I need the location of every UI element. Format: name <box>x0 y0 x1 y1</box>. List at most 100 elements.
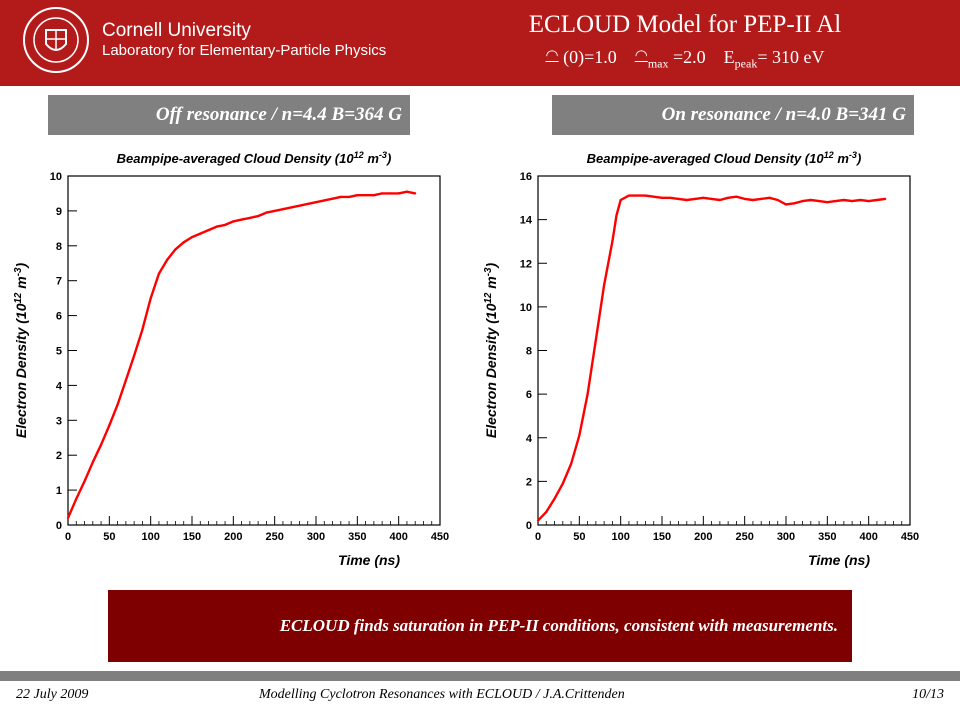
y-tick-label: 1 <box>56 485 62 497</box>
x-tick-label: 200 <box>694 531 712 543</box>
data-point <box>414 192 417 195</box>
x-tick-label: 150 <box>183 531 201 543</box>
data-point <box>669 196 672 199</box>
data-point <box>265 211 268 214</box>
x-tick-label: 450 <box>431 531 449 543</box>
data-point <box>257 215 260 218</box>
y-tick-label: 16 <box>520 171 532 183</box>
y-tick-label: 0 <box>56 520 62 532</box>
cornell-seal-logo <box>23 7 89 73</box>
y-tick-label: 12 <box>520 258 532 270</box>
data-point <box>372 194 375 197</box>
x-tick-label: 250 <box>735 531 753 543</box>
y-axis-label: Electron Density (1012 m-3) <box>13 263 30 439</box>
data-point <box>306 202 309 205</box>
data-point <box>578 434 581 437</box>
data-point <box>75 497 78 500</box>
data-point <box>108 424 111 427</box>
on-resonance-chart: 0 50 100 150 200 250 300 350 400 450 0 2 4 6 8 10 12 14 16… <box>483 150 920 568</box>
data-point <box>339 195 342 198</box>
data-point <box>718 198 721 202</box>
delta-symbol-icon: ◠ <box>545 48 559 64</box>
y-tick-label: 8 <box>526 346 532 358</box>
y-tick-label: 10 <box>520 302 532 314</box>
data-point <box>834 200 837 203</box>
x-tick-label: 400 <box>859 531 877 543</box>
x-tick-label: 300 <box>307 531 325 543</box>
epeak-prefix: E <box>723 47 735 67</box>
data-point <box>240 218 243 221</box>
data-point <box>809 198 812 202</box>
data-point <box>83 480 86 483</box>
data-point <box>314 201 318 204</box>
data-point <box>818 200 821 203</box>
data-point <box>677 197 680 200</box>
y-tick-label: 14 <box>520 215 533 227</box>
deltamax-value: =2.0 <box>673 47 706 67</box>
data-point <box>182 241 185 244</box>
data-point <box>290 206 293 209</box>
page-number: 10/13 <box>912 687 944 702</box>
data-point <box>627 194 630 197</box>
data-point <box>348 195 351 198</box>
x-tick-label: 150 <box>653 531 671 543</box>
data-point <box>381 192 384 195</box>
x-tick-label: 300 <box>777 531 795 543</box>
data-point <box>273 209 276 212</box>
data-point <box>133 354 136 357</box>
data-point <box>636 194 639 197</box>
right-panel-label: On resonance / n=4.0 B=341 G <box>552 95 914 135</box>
data-point <box>760 197 763 200</box>
y-tick-label: 7 <box>56 276 62 288</box>
deltamax-subscript: max <box>647 56 669 71</box>
x-tick-label: 0 <box>535 531 541 543</box>
data-point <box>224 223 227 226</box>
data-point <box>694 197 697 200</box>
data-point <box>190 236 194 239</box>
data-point <box>356 194 359 197</box>
delta-symbol-icon: ◠ <box>634 48 648 64</box>
data-point <box>784 203 788 206</box>
data-point <box>149 297 152 300</box>
x-tick-label: 50 <box>103 531 115 543</box>
data-point <box>884 197 887 200</box>
slide-title: ECLOUD Model for PEP-II Al <box>528 11 842 38</box>
data-point <box>199 232 202 235</box>
data-point <box>545 510 548 513</box>
data-point <box>851 200 854 203</box>
x-tick-label: 450 <box>901 531 919 543</box>
x-tick-label: 350 <box>818 531 836 543</box>
footer-divider <box>0 671 960 681</box>
data-point <box>553 497 556 500</box>
data-point <box>685 198 688 202</box>
y-tick-label: 8 <box>56 241 62 253</box>
data-point <box>536 519 540 522</box>
data-point <box>215 225 218 228</box>
data-point <box>842 198 845 202</box>
y-axis-label: Electron Density (1012 m-3) <box>483 263 500 439</box>
slide-parameters: ◠ (0)=1.0 ◠max =2.0 Epeak= 310 eV <box>430 44 940 76</box>
y-tick-label: 6 <box>526 389 532 401</box>
data-point <box>323 199 326 202</box>
data-point <box>298 204 301 207</box>
y-tick-label: 0 <box>526 520 532 532</box>
data-point <box>743 197 746 200</box>
x-axis-label: Time (ns) <box>338 552 400 568</box>
data-point <box>207 229 210 232</box>
data-point <box>727 196 730 199</box>
footer-date: 22 July 2009 <box>16 687 89 702</box>
series-line <box>537 194 886 522</box>
data-point <box>652 195 655 198</box>
data-point <box>768 196 771 199</box>
data-point <box>91 461 94 464</box>
data-point <box>735 195 738 198</box>
y-tick-label: 10 <box>50 171 62 183</box>
data-point <box>644 194 647 197</box>
data-point <box>875 198 878 202</box>
x-tick-label: 250 <box>265 531 283 543</box>
x-tick-label: 50 <box>573 531 585 543</box>
footer-talk-title: Modelling Cyclotron Resonances with ECLO… <box>259 687 625 702</box>
data-point <box>174 248 177 251</box>
y-tick-label: 9 <box>56 206 62 218</box>
data-point <box>66 516 70 520</box>
